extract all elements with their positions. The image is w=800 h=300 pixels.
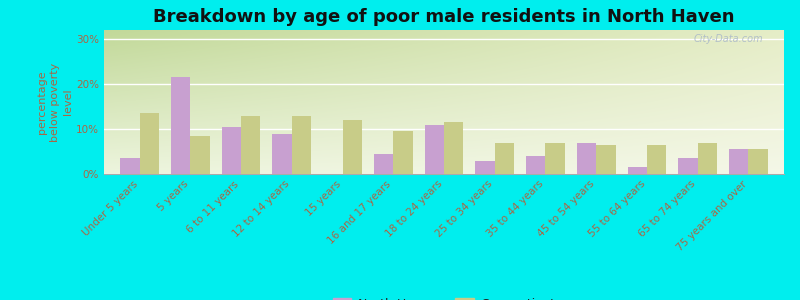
Bar <box>546 142 565 174</box>
Bar <box>241 116 260 174</box>
Bar <box>222 127 241 174</box>
Bar <box>494 142 514 174</box>
Bar <box>698 142 717 174</box>
Bar <box>577 142 596 174</box>
Bar <box>394 131 413 174</box>
Bar <box>475 160 494 174</box>
Bar <box>342 120 362 174</box>
Bar <box>374 154 394 174</box>
Bar <box>628 167 647 174</box>
Text: City-Data.com: City-Data.com <box>694 34 763 44</box>
Bar <box>190 136 210 174</box>
Bar <box>425 124 444 174</box>
Bar <box>444 122 463 174</box>
Bar <box>139 113 159 174</box>
Bar <box>749 149 768 174</box>
Bar <box>120 158 139 174</box>
Bar <box>292 116 311 174</box>
Bar <box>647 145 666 174</box>
Bar <box>729 149 749 174</box>
Legend: North Haven, Connecticut: North Haven, Connecticut <box>328 292 560 300</box>
Bar <box>526 156 546 174</box>
Y-axis label: percentage
below poverty
level: percentage below poverty level <box>37 62 74 142</box>
Title: Breakdown by age of poor male residents in North Haven: Breakdown by age of poor male residents … <box>154 8 734 26</box>
Bar <box>596 145 615 174</box>
Bar <box>678 158 698 174</box>
Bar <box>273 134 292 174</box>
Bar <box>171 77 190 174</box>
